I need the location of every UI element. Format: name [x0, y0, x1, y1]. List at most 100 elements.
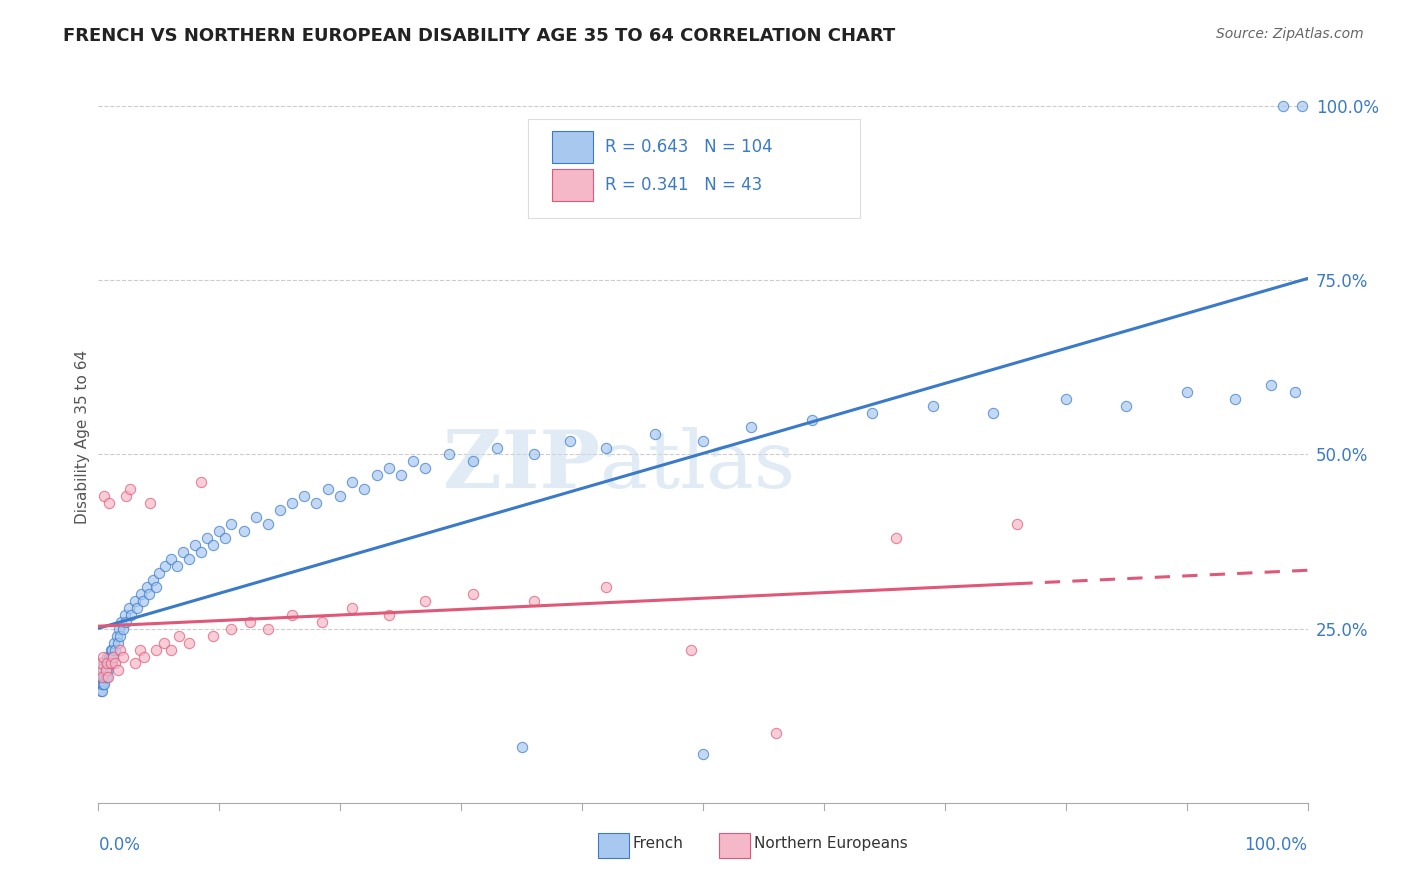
Point	[179, 552, 201, 566]
Point	[145, 642, 167, 657]
Point	[93, 489, 115, 503]
Point	[96, 649, 118, 664]
Point	[292, 489, 315, 503]
Point	[108, 622, 131, 636]
Point	[269, 503, 291, 517]
Point	[437, 448, 460, 462]
Point	[329, 489, 352, 503]
Point	[245, 510, 267, 524]
Point	[153, 558, 176, 573]
Point	[152, 635, 174, 649]
Point	[558, 434, 581, 448]
Point	[281, 496, 304, 510]
Text: Northern Europeans: Northern Europeans	[754, 836, 907, 851]
Point	[111, 622, 134, 636]
Point	[981, 406, 1004, 420]
Point	[1284, 384, 1306, 399]
Point	[91, 664, 114, 678]
Point	[232, 524, 254, 538]
Point	[91, 670, 114, 684]
Point	[1272, 99, 1295, 113]
Point	[127, 600, 149, 615]
Point	[413, 461, 436, 475]
Point	[94, 664, 117, 678]
Point	[208, 524, 231, 538]
Point	[595, 441, 617, 455]
Point	[100, 657, 122, 671]
Text: 100.0%: 100.0%	[1244, 836, 1308, 854]
Point	[342, 475, 364, 490]
Point	[91, 677, 114, 691]
Point	[221, 622, 243, 636]
Point	[98, 649, 121, 664]
Point	[93, 657, 115, 671]
Point	[510, 740, 533, 755]
Point	[118, 483, 141, 497]
Point	[104, 657, 127, 671]
Point	[402, 454, 425, 468]
Point	[644, 426, 666, 441]
Point	[91, 664, 114, 678]
Point	[679, 642, 702, 657]
Text: R = 0.643   N = 104: R = 0.643 N = 104	[605, 137, 773, 156]
Point	[886, 531, 908, 545]
Point	[190, 545, 212, 559]
Point	[377, 607, 399, 622]
Point	[132, 594, 155, 608]
Point	[111, 649, 134, 664]
Point	[221, 517, 243, 532]
Point	[311, 615, 333, 629]
Point	[89, 657, 111, 671]
Point	[97, 664, 120, 678]
Point	[115, 615, 138, 629]
Point	[100, 642, 122, 657]
Point	[91, 670, 114, 684]
Point	[108, 642, 131, 657]
Point	[98, 657, 121, 671]
Point	[523, 594, 546, 608]
Point	[105, 629, 128, 643]
Point	[104, 642, 127, 657]
Point	[91, 684, 114, 698]
Point	[692, 747, 714, 761]
Point	[91, 649, 114, 664]
Point	[1260, 377, 1282, 392]
Point	[160, 642, 183, 657]
Point	[90, 684, 112, 698]
Point	[94, 664, 117, 678]
Point	[148, 566, 170, 580]
Point	[860, 406, 883, 420]
Point	[486, 441, 509, 455]
Point	[90, 664, 112, 678]
Point	[90, 670, 112, 684]
Point	[100, 642, 122, 657]
Y-axis label: Disability Age 35 to 64: Disability Age 35 to 64	[75, 350, 90, 524]
Point	[202, 629, 225, 643]
FancyBboxPatch shape	[598, 833, 630, 858]
Point	[94, 657, 117, 671]
Text: FRENCH VS NORTHERN EUROPEAN DISABILITY AGE 35 TO 64 CORRELATION CHART: FRENCH VS NORTHERN EUROPEAN DISABILITY A…	[63, 27, 896, 45]
Point	[172, 545, 194, 559]
Point	[110, 615, 132, 629]
Point	[366, 468, 388, 483]
Point	[256, 622, 278, 636]
Point	[377, 461, 399, 475]
Point	[90, 657, 112, 671]
Point	[342, 600, 364, 615]
Point	[1291, 99, 1313, 113]
Point	[740, 419, 762, 434]
Point	[160, 552, 183, 566]
Point	[118, 600, 141, 615]
Point	[128, 642, 150, 657]
FancyBboxPatch shape	[718, 833, 751, 858]
Point	[107, 635, 129, 649]
FancyBboxPatch shape	[551, 169, 593, 201]
FancyBboxPatch shape	[551, 130, 593, 163]
Point	[96, 657, 118, 671]
Text: ZIP: ZIP	[443, 427, 600, 506]
Point	[195, 531, 218, 545]
Point	[101, 649, 124, 664]
Point	[692, 434, 714, 448]
Point	[142, 573, 165, 587]
Point	[135, 580, 157, 594]
